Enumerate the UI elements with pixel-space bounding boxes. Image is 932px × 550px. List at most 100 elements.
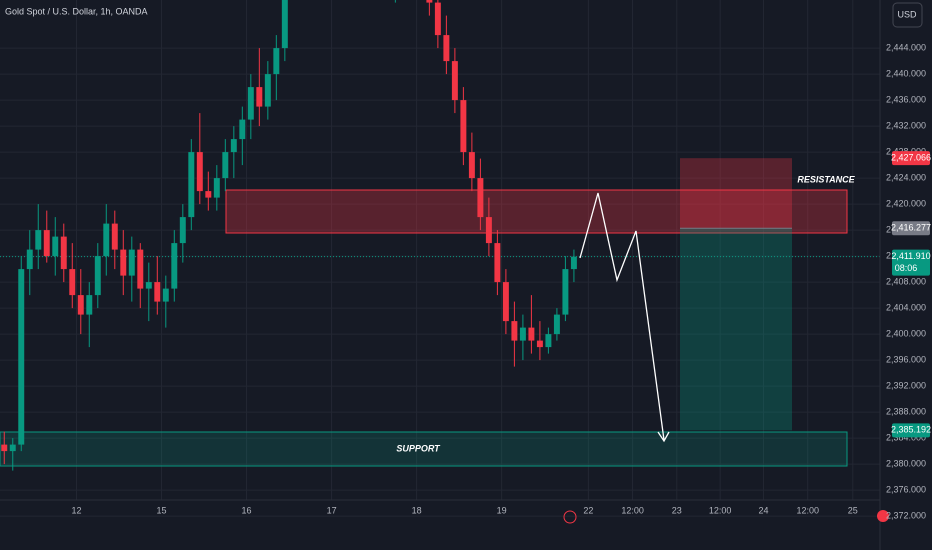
candle-body [137, 249, 144, 289]
candle-body [528, 327, 535, 341]
x-tick-label: 12:00 [709, 505, 732, 515]
y-tick-label: 2,440.000 [886, 68, 926, 78]
candle-body [468, 152, 475, 179]
price-tag-label: 2,416.277 [891, 223, 931, 233]
x-tick-label: 12 [72, 505, 82, 515]
candle-body [145, 282, 152, 289]
candle-body [154, 282, 161, 302]
candle-body [222, 152, 229, 179]
x-tick-label: 12:00 [621, 505, 644, 515]
support-label: SUPPORT [396, 443, 441, 453]
candle-body [179, 217, 186, 244]
currency: USD [897, 9, 917, 19]
candle-body [570, 256, 577, 270]
candle-body [451, 61, 458, 101]
y-tick-label: 2,388.000 [886, 406, 926, 416]
x-tick-label: 24 [759, 505, 769, 515]
price-tag [892, 249, 930, 276]
y-tick-label: 2,372.000 [886, 510, 926, 520]
price-tag-label: 2,385.192 [891, 425, 931, 435]
candle-body [94, 256, 101, 296]
candle-body [196, 152, 203, 192]
y-tick-label: 2,404.000 [886, 302, 926, 312]
candle-body [69, 269, 76, 296]
resistance-label: RESISTANCE [797, 174, 855, 184]
y-tick-label: 2,424.000 [886, 172, 926, 182]
candle-body [43, 230, 50, 257]
event-icon[interactable] [563, 510, 577, 524]
candle-body [77, 295, 84, 315]
candle-body [111, 223, 118, 250]
x-tick-label: 19 [497, 505, 507, 515]
candle-body [443, 35, 450, 62]
countdown: 08:06 [895, 263, 918, 273]
candle-body [519, 327, 526, 341]
y-tick-label: 2,444.000 [886, 42, 926, 52]
candle-body [230, 139, 237, 153]
candle-body [281, 0, 288, 49]
x-tick-label: 23 [672, 505, 682, 515]
price-tag [892, 151, 930, 166]
candle-body [60, 236, 67, 270]
y-tick-label: 2,396.000 [886, 354, 926, 364]
candle-body [162, 288, 169, 302]
candle-body [256, 87, 263, 107]
target-zone [680, 228, 792, 431]
candle-body [86, 295, 93, 315]
x-tick-label: 25 [848, 505, 858, 515]
y-tick-label: 2,408.000 [886, 276, 926, 286]
candle-body [264, 74, 271, 107]
y-tick-label: 2,376.000 [886, 484, 926, 494]
zones [0, 189, 848, 467]
price-tag-label: 2,427.066 [891, 153, 931, 163]
candle-body [553, 314, 560, 335]
projection-path [579, 192, 665, 441]
candle-body [477, 178, 484, 218]
x-tick-label: 15 [157, 505, 167, 515]
flag-icon[interactable] [877, 510, 889, 522]
candle-body [103, 223, 110, 257]
price-tag [892, 221, 930, 236]
price-tag-label: 2,411.910 [891, 251, 930, 261]
x-tick-label: 16 [242, 505, 252, 515]
y-tick-label: 2,400.000 [886, 328, 926, 338]
candle-body [273, 48, 280, 75]
candles [1, 0, 577, 471]
y-tick-label: 2,392.000 [886, 380, 926, 390]
candle-body [1, 444, 8, 452]
arrow-head [657, 431, 670, 443]
candle-body [426, 0, 433, 3]
currency-box[interactable] [892, 2, 923, 28]
x-tick-label: 22 [583, 505, 593, 515]
y-tick-label: 2,384.000 [886, 432, 926, 442]
y-tick-label: 2,380.000 [886, 458, 926, 468]
candle-body [247, 87, 254, 120]
y-tick-label: 2,436.000 [886, 94, 926, 104]
candle-body [460, 100, 467, 153]
grid [0, 0, 880, 517]
candle-body [9, 444, 16, 452]
candle-body [188, 152, 195, 218]
candle-body [562, 269, 569, 315]
x-tick-label: 17 [327, 505, 337, 515]
axes: 2,372.0002,376.0002,380.0002,384.0002,38… [72, 42, 932, 520]
candle-body [536, 340, 543, 348]
candle-body [494, 243, 501, 283]
candle-body [120, 249, 127, 276]
x-tick-label: 12:00 [796, 505, 819, 515]
candle-body [511, 321, 518, 341]
candle-body [35, 230, 42, 250]
candle-body [545, 334, 552, 348]
x-tick-label: 18 [412, 505, 422, 515]
candle-body [213, 178, 220, 198]
candle-body [502, 282, 509, 322]
y-tick-label: 2,432.000 [886, 120, 926, 130]
candle-body [171, 243, 178, 289]
candle-body [205, 191, 212, 198]
support-zone [0, 431, 848, 467]
candle-body [485, 217, 492, 244]
resistance-zone [225, 189, 848, 234]
candle-body [52, 236, 59, 257]
y-tick-label: 2,420.000 [886, 198, 926, 208]
